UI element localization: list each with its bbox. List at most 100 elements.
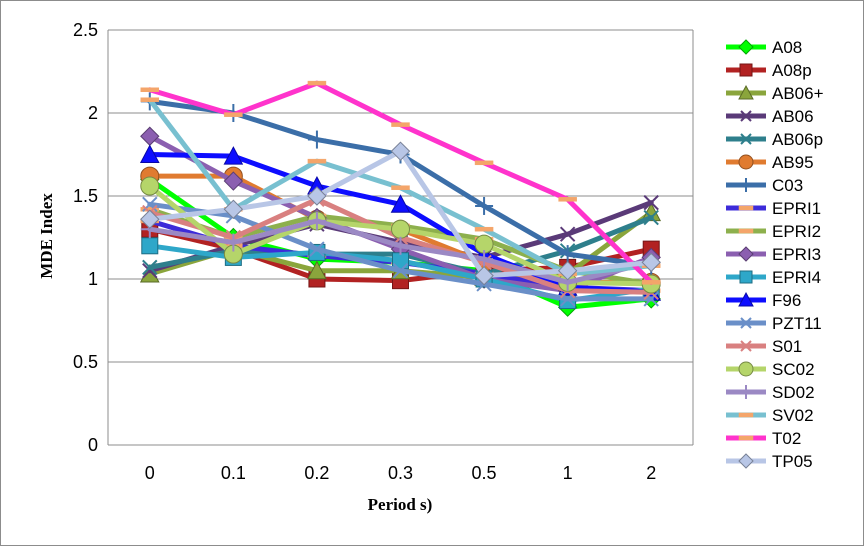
x-tick-label: 1 — [563, 463, 573, 483]
legend-label: EPRI3 — [772, 245, 821, 264]
legend-label: SD02 — [772, 383, 815, 402]
triangle-marker — [738, 84, 754, 100]
legend-item: F96 — [726, 291, 801, 310]
square-marker — [141, 237, 159, 255]
plus-marker — [475, 250, 494, 269]
legend-item: A08p — [726, 61, 812, 80]
dash-marker — [224, 112, 243, 117]
legend-label: T02 — [772, 429, 801, 448]
dash-marker — [738, 205, 754, 211]
x-marker — [740, 317, 752, 329]
y-tick-label: 0.5 — [73, 352, 98, 372]
x-tick-label: 0.5 — [472, 463, 497, 483]
square-marker — [739, 63, 753, 77]
x-tick-label: 0.2 — [304, 463, 329, 483]
dash-marker — [140, 97, 160, 102]
x-marker — [643, 209, 659, 226]
x-tick-labels: 0 0.1 0.2 0.3 0.5 1 2 — [145, 463, 656, 483]
x-marker-stroke — [740, 110, 752, 122]
dash-marker — [641, 280, 661, 285]
x-marker-stroke — [740, 340, 752, 352]
legend-label: AB95 — [772, 153, 814, 172]
legend-label: EPRI4 — [772, 268, 821, 287]
legend-item: AB06+ — [726, 84, 824, 103]
legend-item: C03 — [726, 176, 803, 195]
legend-label: SV02 — [772, 406, 814, 425]
dash-marker — [738, 412, 754, 418]
x-marker — [740, 110, 752, 122]
dash-marker — [738, 435, 754, 441]
plus-marker — [475, 196, 494, 215]
x-marker — [740, 133, 752, 145]
triangle-marker — [738, 291, 754, 307]
triangle-marker — [223, 146, 244, 165]
dash-marker — [307, 158, 327, 164]
legend-item: EPRI2 — [726, 222, 821, 241]
legend-label: A08 — [772, 38, 802, 57]
plus-marker — [224, 233, 243, 252]
legend-item: SV02 — [726, 406, 814, 425]
diamond-marker — [307, 186, 327, 206]
plus-marker — [558, 245, 577, 264]
plus-marker — [739, 385, 753, 399]
y-tick-label: 0 — [88, 435, 98, 455]
triangle-marker — [139, 263, 160, 283]
series-sc02 — [140, 176, 661, 294]
x-marker — [309, 241, 325, 257]
series-sd02 — [140, 211, 661, 292]
legend-label: AB06 — [772, 107, 814, 126]
dash-marker — [738, 228, 754, 234]
circle-marker — [391, 219, 410, 239]
triangle-marker — [139, 144, 160, 163]
x-marker-stroke — [740, 133, 752, 145]
y-tick-labels: 0 0.5 1 1.5 2 2.5 — [73, 20, 98, 455]
x-tick-label: 0 — [145, 463, 155, 483]
triangle-marker — [390, 194, 411, 213]
legend-label: EPRI2 — [772, 222, 821, 241]
legend-label: AB06+ — [772, 84, 824, 103]
x-marker-stroke — [392, 262, 409, 279]
x-axis-label: Period s) — [368, 495, 433, 514]
series-t02 — [140, 80, 661, 285]
x-marker-stroke — [740, 317, 752, 329]
legend-item: EPRI4 — [726, 268, 821, 287]
plus-marker — [307, 211, 326, 230]
legend-item: PZT11 — [726, 314, 822, 333]
legend-item: AB06 — [726, 107, 814, 126]
diamond-marker — [140, 209, 160, 229]
diamond-marker — [390, 141, 411, 161]
y-tick-label: 1.5 — [73, 186, 98, 206]
legend-label: F96 — [772, 291, 801, 310]
x-marker-stroke — [559, 226, 576, 242]
x-marker — [740, 340, 752, 352]
circle-marker — [140, 176, 160, 196]
y-tick-label: 2 — [88, 103, 98, 123]
dash-marker — [558, 197, 577, 202]
circle-marker — [738, 154, 754, 170]
legend-item: EPRI1 — [726, 199, 821, 218]
legend-item: A08 — [726, 38, 802, 57]
x-tick-label: 2 — [646, 463, 656, 483]
dash-marker — [140, 87, 160, 93]
dash-marker — [391, 122, 410, 127]
x-marker — [392, 262, 409, 279]
legend-label: TP05 — [772, 452, 813, 471]
x-marker — [142, 259, 158, 276]
dash-marker — [474, 160, 494, 166]
diamond-marker — [140, 126, 160, 146]
legend-label: AB06p — [772, 130, 823, 149]
legend-label: S01 — [772, 337, 802, 356]
x-marker-stroke — [643, 194, 659, 211]
x-marker-stroke — [643, 209, 659, 226]
x-marker — [643, 194, 659, 211]
legend-item: AB06p — [726, 130, 823, 149]
x-marker-stroke — [142, 259, 158, 276]
legend-item: TP05 — [726, 452, 813, 471]
legend-label: SC02 — [772, 360, 815, 379]
diamond-marker — [738, 453, 754, 469]
diamond-marker — [738, 246, 754, 262]
plus-marker — [739, 178, 753, 192]
legend-item: AB95 — [726, 153, 814, 172]
plus-marker — [391, 236, 410, 255]
